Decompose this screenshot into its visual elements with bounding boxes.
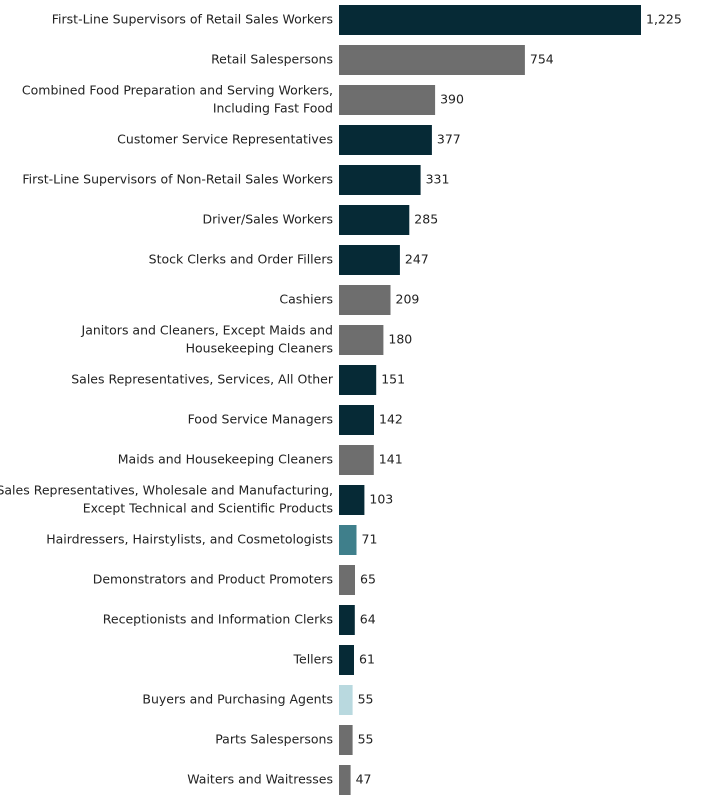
category-label-line: Demonstrators and Product Promoters [93,572,333,587]
value-label-17: 61 [359,652,375,667]
category-label-17: Tellers [293,652,334,667]
value-label-7: 247 [405,252,429,267]
value-label-18: 55 [358,692,374,707]
bar-13 [339,485,365,515]
category-label-line: First-Line Supervisors of Retail Sales W… [52,12,333,27]
category-label-line: Food Service Managers [188,412,333,427]
bar-12 [339,445,374,475]
category-label-line: Combined Food Preparation and Serving Wo… [22,83,333,98]
category-label-line: Tellers [293,652,334,667]
value-label-4: 377 [437,132,461,147]
bar-18 [339,685,353,715]
category-label-9: Janitors and Cleaners, Except Maids and H… [81,323,333,356]
category-label-line: Including Fast Food [213,101,333,116]
category-label-line: First-Line Supervisors of Non-Retail Sal… [22,172,333,187]
category-label-line: Hairdressers, Hairstylists, and Cosmetol… [46,532,333,547]
category-label-line: Receptionists and Information Clerks [103,612,333,627]
category-label-13: Sales Representatives, Wholesale and Man… [0,483,333,516]
value-label-1: 1,225 [646,12,682,27]
category-label-20: Waiters and Waitresses [187,772,333,787]
category-label-2: Retail Salespersons [211,52,333,67]
bar-17 [339,645,354,675]
bar-2 [339,45,525,75]
value-label-13: 103 [369,492,393,507]
value-label-5: 331 [426,172,450,187]
category-label-12: Maids and Housekeeping Cleaners [118,452,333,467]
category-label-line: Except Technical and Scientific Products [83,501,333,516]
category-label-line: Waiters and Waitresses [187,772,333,787]
value-label-6: 285 [414,212,438,227]
category-label-10: Sales Representatives, Services, All Oth… [71,372,334,387]
value-label-8: 209 [396,292,420,307]
bar-8 [339,285,391,315]
bar-1 [339,5,641,35]
bar-9 [339,325,384,355]
category-label-line: Buyers and Purchasing Agents [142,692,333,707]
value-label-14: 71 [362,532,378,547]
category-label-line: Stock Clerks and Order Fillers [149,252,333,267]
category-label-4: Customer Service Representatives [117,132,333,147]
bar-19 [339,725,353,755]
category-label-16: Receptionists and Information Clerks [103,612,333,627]
category-label-line: Sales Representatives, Services, All Oth… [71,372,334,387]
category-label-14: Hairdressers, Hairstylists, and Cosmetol… [46,532,333,547]
category-label-line: Parts Salespersons [215,732,333,747]
category-label-5: First-Line Supervisors of Non-Retail Sal… [22,172,333,187]
category-label-18: Buyers and Purchasing Agents [142,692,333,707]
value-label-11: 142 [379,412,403,427]
category-label-line: Retail Salespersons [211,52,333,67]
category-label-6: Driver/Sales Workers [203,212,333,227]
value-label-2: 754 [530,52,554,67]
value-label-19: 55 [358,732,374,747]
value-label-16: 64 [360,612,376,627]
bar-4 [339,125,432,155]
bar-11 [339,405,374,435]
bar-15 [339,565,355,595]
category-label-line: Housekeeping Cleaners [186,341,333,356]
category-label-line: Sales Representatives, Wholesale and Man… [0,483,333,498]
category-label-11: Food Service Managers [188,412,333,427]
category-label-1: First-Line Supervisors of Retail Sales W… [52,12,333,27]
bar-20 [339,765,351,795]
category-label-line: Maids and Housekeeping Cleaners [118,452,333,467]
value-label-3: 390 [440,92,464,107]
bar-10 [339,365,377,395]
category-label-3: Combined Food Preparation and Serving Wo… [22,83,333,116]
bar-5 [339,165,421,195]
value-label-20: 47 [356,772,372,787]
value-label-15: 65 [360,572,376,587]
value-label-9: 180 [388,332,412,347]
bar-6 [339,205,410,235]
category-label-7: Stock Clerks and Order Fillers [149,252,333,267]
value-label-10: 151 [381,372,405,387]
bar-7 [339,245,400,275]
category-label-8: Cashiers [279,292,333,307]
value-label-12: 141 [379,452,403,467]
category-label-line: Janitors and Cleaners, Except Maids and [81,323,333,338]
category-label-line: Driver/Sales Workers [203,212,333,227]
bar-3 [339,85,436,115]
bar-14 [339,525,357,555]
category-label-line: Cashiers [279,292,333,307]
category-label-line: Customer Service Representatives [117,132,333,147]
bar-16 [339,605,355,635]
category-label-15: Demonstrators and Product Promoters [93,572,333,587]
category-label-19: Parts Salespersons [215,732,333,747]
